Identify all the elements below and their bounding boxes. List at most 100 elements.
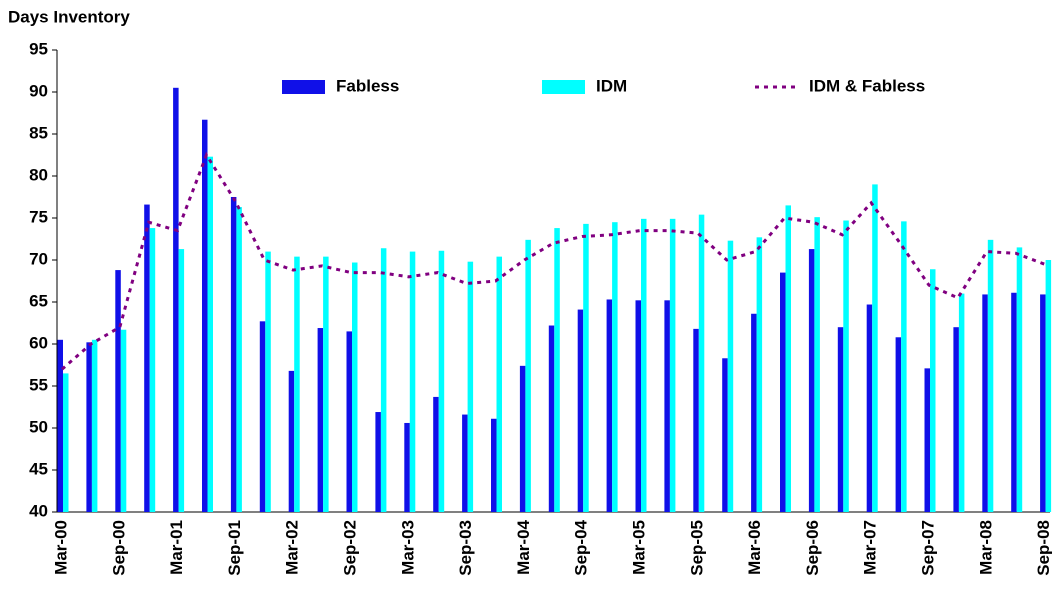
bar: [1016, 247, 1023, 512]
x-tick-label: Mar-05: [629, 520, 648, 575]
bar: [462, 414, 468, 512]
bar: [375, 412, 381, 512]
bar: [987, 239, 994, 512]
bar: [433, 396, 439, 512]
bar: [519, 365, 526, 512]
bar: [288, 370, 295, 512]
bar: [924, 368, 930, 512]
bar: [230, 197, 237, 512]
bar: [901, 221, 907, 513]
x-tick-label: Mar-00: [51, 520, 70, 575]
x-tick-label: Mar-03: [398, 520, 417, 575]
bar: [57, 339, 63, 512]
x-tick-label: Mar-06: [745, 520, 764, 575]
bar: [866, 304, 873, 512]
bar: [780, 272, 786, 512]
bar: [843, 220, 849, 512]
bar: [207, 156, 213, 512]
bar: [606, 299, 613, 512]
bar: [1040, 294, 1046, 512]
bar: [438, 250, 445, 512]
x-tick-label: Sep-02: [340, 520, 359, 576]
y-tick-label: 80: [29, 165, 48, 184]
bar: [346, 331, 352, 512]
bar: [115, 270, 121, 512]
bar: [751, 313, 757, 512]
bar: [722, 358, 728, 512]
bar: [583, 223, 589, 512]
bar: [409, 251, 416, 512]
bar: [323, 256, 329, 512]
y-axis-title: Days Inventory: [8, 7, 130, 26]
bar: [693, 328, 699, 512]
bar: [467, 261, 474, 512]
bar: [664, 300, 670, 512]
y-tick-label: 55: [29, 375, 48, 394]
bar: [173, 87, 179, 513]
bar: [86, 342, 92, 512]
bar: [404, 422, 410, 512]
x-tick-label: Mar-01: [167, 520, 186, 575]
legend-swatch: [542, 80, 585, 94]
bar: [1011, 292, 1017, 512]
x-tick-label: Mar-04: [514, 519, 533, 574]
y-tick-label: 90: [29, 81, 48, 100]
bar: [982, 294, 988, 512]
legend-label: IDM: [596, 76, 627, 95]
legend-label: Fabless: [336, 76, 399, 95]
bar: [837, 327, 844, 512]
legend-swatch: [282, 80, 325, 94]
bar: [808, 249, 815, 512]
y-tick-label: 40: [29, 501, 48, 520]
bar: [669, 218, 676, 512]
y-tick-label: 50: [29, 417, 48, 436]
bar: [236, 207, 242, 512]
bar: [63, 373, 69, 512]
bar: [698, 214, 705, 512]
x-tick-label: Sep-07: [918, 520, 937, 576]
x-tick-label: Sep-06: [803, 520, 822, 576]
bar: [352, 262, 358, 512]
legend-label: IDM & Fabless: [809, 76, 925, 95]
bar: [202, 119, 208, 512]
x-tick-label: Sep-04: [572, 519, 591, 575]
x-tick-label: Sep-08: [1034, 520, 1052, 576]
x-tick-label: Sep-03: [456, 520, 475, 576]
bar: [1045, 260, 1052, 512]
bar: [149, 228, 156, 512]
x-tick-label: Mar-02: [283, 520, 302, 575]
bar: [120, 329, 127, 512]
bar: [294, 256, 300, 512]
bar: [265, 251, 271, 512]
bar: [953, 327, 959, 512]
bar: [317, 328, 324, 512]
bar: [548, 325, 555, 512]
bar: [958, 293, 965, 512]
x-tick-label: Sep-01: [225, 520, 244, 576]
bar: [380, 248, 387, 513]
bar: [525, 239, 531, 512]
bar: [612, 222, 618, 512]
y-tick-label: 60: [29, 333, 48, 352]
bar: [496, 256, 502, 512]
bar: [727, 240, 734, 512]
bar: [491, 418, 497, 512]
y-tick-label: 70: [29, 249, 48, 268]
bar: [872, 184, 878, 512]
bar: [814, 217, 820, 512]
x-tick-label: Sep-00: [109, 520, 128, 576]
bar: [178, 249, 185, 512]
bar: [144, 204, 150, 512]
bar: [756, 237, 763, 512]
x-tick-label: Sep-05: [687, 520, 706, 576]
y-tick-label: 95: [29, 39, 48, 58]
bar: [930, 269, 936, 512]
bar: [635, 300, 641, 512]
y-tick-label: 65: [29, 291, 48, 310]
y-tick-label: 75: [29, 207, 48, 226]
x-tick-label: Mar-07: [861, 520, 880, 575]
y-tick-label: 85: [29, 123, 48, 142]
bar: [895, 337, 902, 512]
y-tick-label: 45: [29, 459, 48, 478]
